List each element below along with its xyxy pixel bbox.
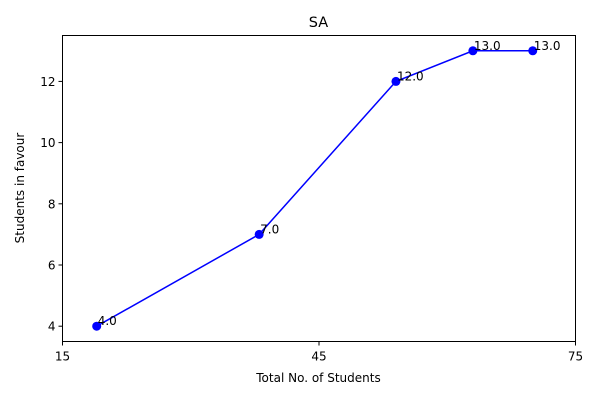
data-label: 12.0 [397, 69, 424, 83]
x-tick-label: 15 [55, 350, 70, 364]
axis-ticks: 15 45 75 4 6 8 10 12 [40, 75, 583, 364]
x-axis-title: Total No. of Students [255, 371, 380, 385]
plot-frame [62, 35, 576, 342]
plot-area: 4.0 7.0 12.0 13.0 13.0 [92, 39, 560, 331]
data-point [92, 321, 102, 331]
y-tick-label: 10 [40, 136, 55, 150]
data-point [528, 46, 538, 56]
data-point [391, 76, 401, 86]
y-axis-title: Students in favour [13, 133, 27, 244]
chart-title: SA [309, 15, 328, 31]
y-tick-label: 4 [48, 320, 56, 334]
data-label: 13.0 [534, 39, 561, 53]
data-label: 7.0 [260, 222, 279, 236]
data-point [468, 46, 478, 56]
data-label: 4.0 [98, 314, 117, 328]
y-tick-label: 6 [48, 259, 56, 273]
x-tick-label: 45 [311, 350, 326, 364]
y-tick-label: 12 [40, 75, 55, 89]
data-label: 13.0 [474, 39, 501, 53]
data-point [254, 229, 264, 239]
y-tick-label: 8 [48, 197, 56, 211]
series-line [96, 50, 533, 327]
x-tick-label: 75 [568, 350, 583, 364]
